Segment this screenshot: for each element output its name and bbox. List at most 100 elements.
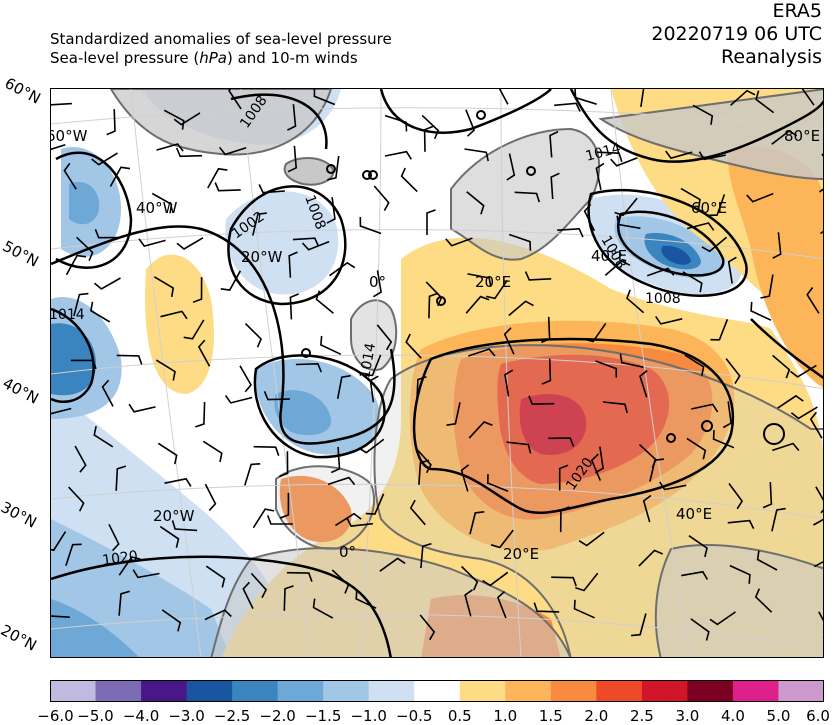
wind-barb [400,167,418,193]
wind-barb [421,114,440,140]
wind-barb [465,109,476,137]
colorbar-tick-label: −4.0 [122,707,160,725]
wind-barb [315,290,334,314]
wind-barb [295,362,323,373]
wind-barb [486,474,509,493]
land-british-isles [350,299,398,371]
wind-barb [329,261,356,277]
wind-barb [498,89,509,105]
colorbar-tick-label: −0.5 [396,707,433,725]
wind-barb [420,542,432,569]
wind-barb [638,549,664,567]
wind-barb [369,375,379,403]
wind-barb [279,451,289,478]
wind-barb [639,369,648,398]
wind-barb [376,324,393,351]
wind-barb [710,319,729,341]
wind-barb [161,609,182,632]
wind-barb [279,492,290,519]
colorbar-tick-label: 3.0 [675,707,700,725]
wind-barb [708,194,726,217]
wind-barb [202,440,223,463]
wind-barb [655,315,683,325]
wind-barb [252,212,267,236]
lon-label-80e: 80°E [784,127,820,145]
colorbar-segment [50,680,97,702]
wind-barb [313,89,336,106]
wind-barb [132,569,160,579]
wind-barb [464,589,473,617]
wind-barb [760,274,774,299]
wind-barb [419,614,436,641]
wind-barb [101,379,114,407]
wind-barb [425,281,443,307]
colorbar-segment [641,680,688,702]
wind-barb [801,89,815,106]
wind-barb [334,512,362,527]
wind-barb [63,162,77,190]
wind-barb [583,203,596,232]
wind-barb [224,395,253,404]
anomaly-blue-mid-atlantic [225,191,339,295]
wind-barb [164,477,192,487]
colorbar-segment [232,680,279,702]
anomaly-blue-russia-max [661,245,691,265]
wind-barb [445,237,473,247]
wind-barb [330,446,341,474]
datetime-label: 20220719 06 UTC [651,23,822,45]
wind-barb [686,222,715,231]
wind-barb [91,152,118,166]
wind-barb [771,507,786,532]
wind-barb [755,90,775,114]
wind-barb [118,590,130,616]
colorbar-tick-label: 5.0 [766,707,791,725]
isobar-iberia-low [253,354,386,459]
wind-barb [384,114,408,132]
wind-barb [730,89,756,106]
colorbar-segment [687,680,734,702]
wind-barb [205,565,226,588]
lon-label-40e-south: 40°E [676,505,712,523]
wind-barb [508,233,532,251]
colorbar-segment [550,680,597,702]
wind-barb [326,196,336,224]
wind-barb [746,192,774,203]
wind-barb [574,89,597,105]
lon-label-40w: 40°W [136,199,178,217]
isobar-south-1020 [51,555,392,657]
wind-barb [373,185,390,211]
wind-barb [818,611,823,638]
wind-barb [506,441,532,454]
wind-barb [239,365,252,393]
wind-barb [616,215,641,230]
wind-barb [68,486,85,512]
lat-label-20n: 20°N [0,621,40,655]
wind-barb [762,482,773,509]
wind-barb [320,335,342,356]
isobar-russia-low [587,188,748,297]
colorbar-tick-label: 0.5 [447,707,472,725]
wind-barb [51,102,72,106]
wind-barb [156,143,184,152]
wind-barb [554,102,581,112]
wind-barb [116,354,143,365]
wind-barb [108,523,120,552]
wind-barb [175,147,203,158]
wind-barb [541,358,552,385]
wind-barb [772,232,782,259]
colorbar-segment [323,680,370,702]
colorbar-segment [505,680,552,702]
isobar-labrador [55,151,133,269]
lon-label-20w-south: 20°W [153,507,195,525]
wind-barb [557,227,584,238]
lat-label-40n: 40°N [0,374,42,408]
wind-barb [155,359,176,381]
isobar-northeast [569,89,823,163]
subtitle-suffix: ) and 10-m winds [226,49,358,67]
colorbar-tick-label: −3.0 [168,707,205,725]
colorbar-border [50,680,824,702]
colorbar-segment [186,680,233,702]
wind-barb [301,240,330,251]
wind-barb [228,89,242,110]
wind-barb [692,104,714,125]
